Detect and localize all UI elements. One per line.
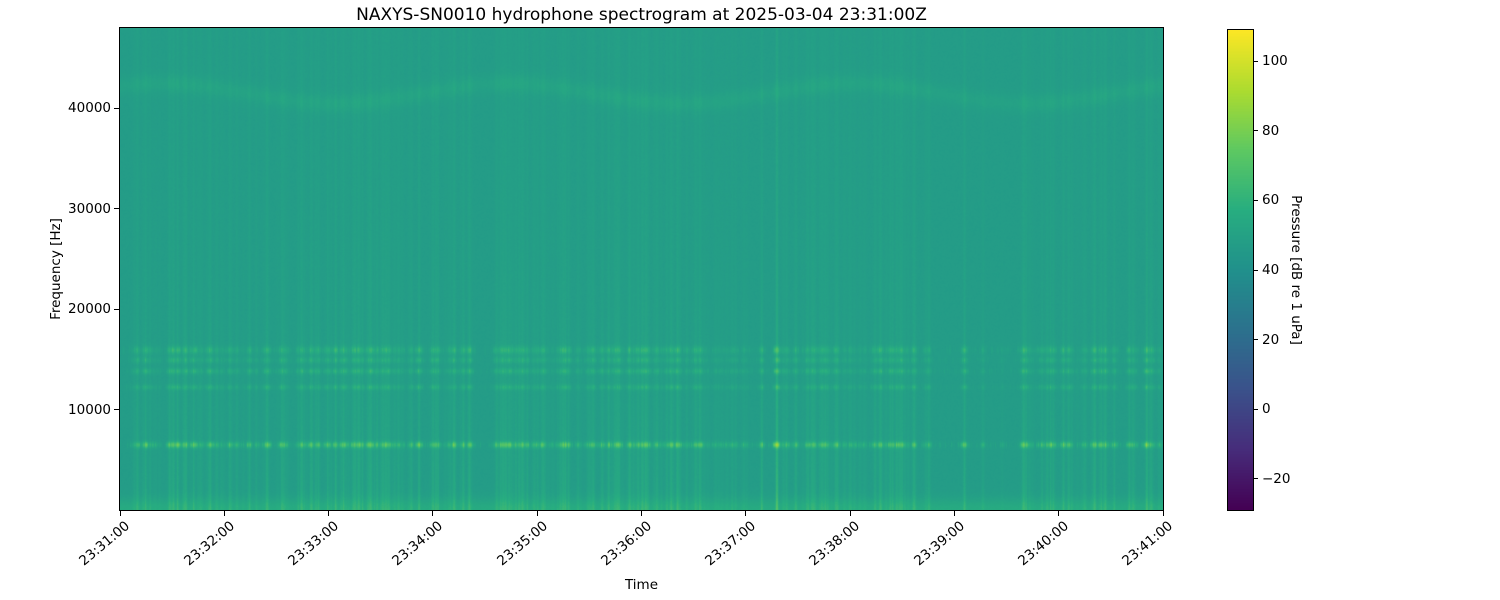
- colorbar-label: Pressure [dB re 1 uPa]: [1288, 195, 1304, 345]
- plot-title: NAXYS-SN0010 hydrophone spectrogram at 2…: [356, 5, 927, 25]
- y-tick-label: 40000: [68, 100, 111, 117]
- colorbar-canvas: [1228, 30, 1253, 510]
- x-tick-label: 23:33:00: [285, 518, 342, 570]
- x-tick-mark: [119, 511, 121, 516]
- x-tick-label: 23:41:00: [1119, 518, 1177, 570]
- x-tick-mark: [1058, 511, 1060, 516]
- x-tick-mark: [432, 511, 434, 516]
- x-tick-mark: [745, 511, 747, 516]
- x-tick-mark: [953, 511, 955, 516]
- y-tick-label: 30000: [68, 200, 111, 217]
- y-axis-label: Frequency [Hz]: [48, 218, 64, 320]
- x-axis-label: Time: [624, 577, 659, 593]
- colorbar-tick-mark: [1254, 130, 1258, 132]
- x-tick-mark: [536, 511, 538, 516]
- x-tick-mark: [223, 511, 225, 516]
- x-tick-mark: [849, 511, 851, 516]
- x-tick-label: 23:39:00: [910, 518, 968, 570]
- spectrogram-canvas: [120, 28, 1163, 510]
- colorbar-tick-label: −20: [1262, 470, 1291, 487]
- x-tick-label: 23:38:00: [806, 518, 864, 570]
- y-tick-mark: [114, 208, 119, 210]
- colorbar-tick-label: 0: [1262, 401, 1271, 418]
- colorbar-tick-label: 20: [1262, 331, 1280, 348]
- x-tick-label: 23:31:00: [76, 518, 134, 570]
- y-tick-label: 10000: [68, 401, 111, 418]
- colorbar-tick-mark: [1254, 339, 1258, 341]
- colorbar-tick-label: 100: [1262, 53, 1288, 70]
- x-tick-label: 23:36:00: [598, 518, 655, 570]
- x-tick-label: 23:32:00: [180, 518, 238, 570]
- x-tick-label: 23:35:00: [493, 518, 551, 570]
- x-tick-mark: [1162, 511, 1164, 516]
- colorbar-tick-mark: [1254, 478, 1258, 480]
- colorbar-tick-mark: [1254, 60, 1258, 62]
- y-tick-mark: [114, 107, 119, 109]
- x-tick-label: 23:40:00: [1015, 518, 1072, 570]
- y-tick-mark: [114, 308, 119, 310]
- colorbar-tick-label: 40: [1262, 262, 1280, 278]
- colorbar-tick-label: 60: [1262, 192, 1280, 209]
- colorbar-tick-label: 80: [1262, 122, 1280, 139]
- colorbar-tick-mark: [1254, 408, 1258, 410]
- y-tick-label: 20000: [68, 301, 111, 318]
- x-tick-label: 23:34:00: [389, 518, 447, 570]
- colorbar-tick-mark: [1254, 269, 1258, 271]
- colorbar-tick-mark: [1254, 199, 1258, 201]
- x-tick-mark: [328, 511, 330, 516]
- x-tick-mark: [641, 511, 642, 516]
- x-tick-label: 23:37:00: [702, 518, 760, 570]
- y-tick-mark: [114, 409, 119, 411]
